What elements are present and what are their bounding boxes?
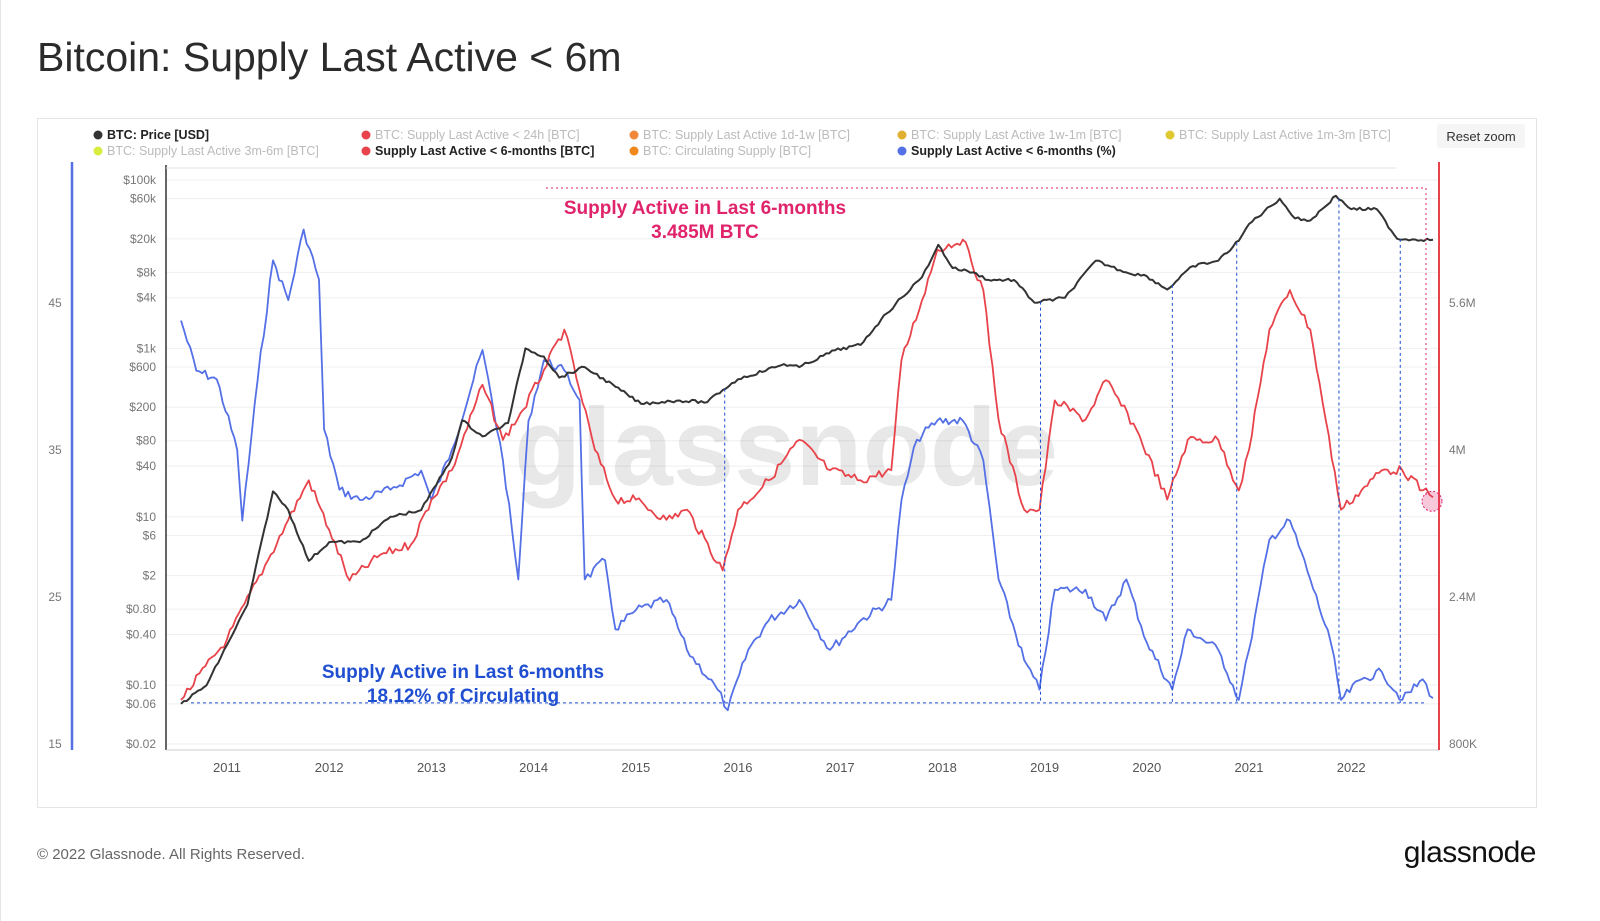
series-line-price bbox=[180, 194, 1434, 705]
btc-endpoint-marker bbox=[1421, 490, 1443, 512]
x-tick-label: 2014 bbox=[519, 760, 548, 775]
legend-item[interactable]: BTC: Circulating Supply [BTC] bbox=[643, 144, 811, 158]
x-tick-label: 2011 bbox=[213, 760, 241, 775]
price-tick-label: $0.02 bbox=[126, 737, 156, 751]
chart-frame bbox=[37, 118, 1537, 808]
pct-tick-label: 15 bbox=[48, 737, 62, 751]
legend-marker-icon bbox=[1165, 130, 1175, 140]
legend-marker-icon bbox=[93, 146, 103, 156]
legend-item[interactable]: BTC: Price [USD] bbox=[107, 128, 209, 142]
pct-tick-label: 45 bbox=[48, 296, 62, 310]
price-tick-label: $2 bbox=[143, 569, 157, 583]
legend-item[interactable]: BTC: Supply Last Active 1m-3m [BTC] bbox=[1179, 128, 1391, 142]
price-tick-label: $0.40 bbox=[126, 627, 156, 641]
btc-tick-label: 800K bbox=[1449, 737, 1477, 751]
x-tick-label: 2017 bbox=[826, 760, 855, 775]
price-tick-label: $100k bbox=[123, 173, 157, 187]
legend-marker-icon bbox=[361, 146, 371, 156]
watermark: glassnode bbox=[514, 386, 1058, 509]
x-tick-label: 2019 bbox=[1030, 760, 1059, 775]
legend-marker-icon bbox=[629, 146, 639, 156]
price-tick-label: $0.80 bbox=[126, 602, 156, 616]
btc-tick-label: 5.6M bbox=[1449, 296, 1476, 310]
legend-item[interactable]: BTC: Supply Last Active < 24h [BTC] bbox=[375, 128, 580, 142]
glassnode-logo: glassnode bbox=[1403, 836, 1537, 869]
legend-marker-icon bbox=[93, 130, 103, 140]
x-tick-label: 2015 bbox=[621, 760, 650, 775]
btc-annotation-line2: 3.485M BTC bbox=[651, 222, 759, 243]
btc-tick-label: 2.4M bbox=[1449, 590, 1476, 604]
x-tick-label: 2021 bbox=[1235, 760, 1264, 775]
x-tick-label: 2018 bbox=[928, 760, 957, 775]
btc-annotation-bracket bbox=[546, 187, 1427, 498]
legend-item[interactable]: Supply Last Active < 6-months (%) bbox=[911, 144, 1116, 158]
pct-tick-label: 35 bbox=[48, 443, 62, 457]
x-tick-label: 2016 bbox=[724, 760, 753, 775]
price-tick-label: $60k bbox=[130, 192, 157, 206]
legend-marker-icon bbox=[897, 146, 907, 156]
pct-annotation-line1: Supply Active in Last 6-months bbox=[322, 662, 604, 683]
legend-marker-icon bbox=[361, 130, 371, 140]
btc-annotation-line1: Supply Active in Last 6-months bbox=[564, 198, 846, 219]
btc-tick-label: 4M bbox=[1449, 443, 1466, 457]
x-tick-label: 2013 bbox=[417, 760, 446, 775]
pct-annotation-line2: 18.12% of Circulating bbox=[367, 686, 559, 707]
price-tick-label: $10 bbox=[136, 510, 156, 524]
legend-item[interactable]: BTC: Supply Last Active 1w-1m [BTC] bbox=[911, 128, 1122, 142]
x-tick-label: 2020 bbox=[1132, 760, 1161, 775]
price-tick-label: $80 bbox=[136, 434, 156, 448]
price-tick-label: $4k bbox=[137, 291, 157, 305]
price-tick-label: $600 bbox=[129, 360, 156, 374]
legend-item[interactable]: Supply Last Active < 6-months [BTC] bbox=[375, 144, 594, 158]
series-line-supply-pct bbox=[180, 228, 1434, 712]
reset-zoom-button[interactable]: Reset zoom bbox=[1437, 124, 1525, 148]
copyright: © 2022 Glassnode. All Rights Reserved. bbox=[37, 846, 305, 863]
x-tick-label: 2012 bbox=[315, 760, 344, 775]
price-tick-label: $40 bbox=[136, 459, 156, 473]
legend-item[interactable]: BTC: Supply Last Active 1d-1w [BTC] bbox=[643, 128, 850, 142]
x-tick-label: 2022 bbox=[1337, 760, 1366, 775]
price-tick-label: $8k bbox=[137, 265, 157, 279]
page-title: Bitcoin: Supply Last Active < 6m bbox=[37, 34, 622, 80]
legend-item[interactable]: BTC: Supply Last Active 3m-6m [BTC] bbox=[107, 144, 319, 158]
legend-marker-icon bbox=[897, 130, 907, 140]
price-tick-label: $1k bbox=[137, 341, 157, 355]
pct-tick-label: 25 bbox=[48, 590, 62, 604]
legend-marker-icon bbox=[629, 130, 639, 140]
series-line-supply-btc bbox=[180, 238, 1434, 701]
price-tick-label: $0.10 bbox=[126, 678, 156, 692]
price-tick-label: $20k bbox=[130, 232, 157, 246]
price-tick-label: $200 bbox=[129, 400, 156, 414]
price-tick-label: $0.06 bbox=[126, 697, 156, 711]
price-tick-label: $6 bbox=[143, 528, 157, 542]
